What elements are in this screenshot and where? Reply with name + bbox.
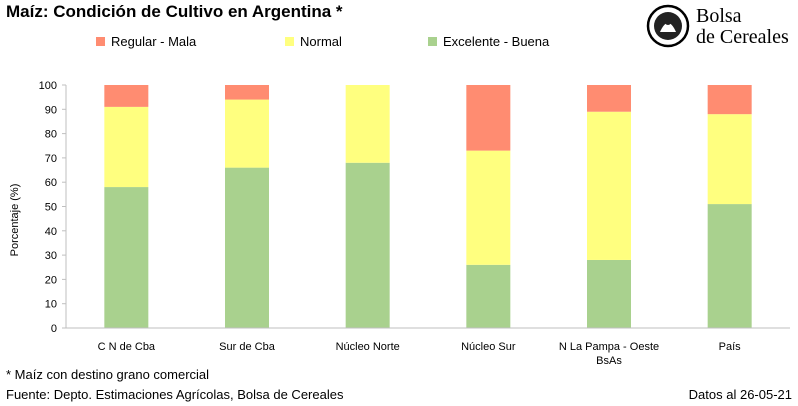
bar-segment-normal xyxy=(587,111,631,260)
legend-label-normal: Normal xyxy=(300,34,342,49)
legend-label-excelente-buena: Excelente - Buena xyxy=(443,34,550,49)
y-tick-label: 90 xyxy=(45,104,57,116)
bar-segment-normal xyxy=(225,99,269,168)
chart-legend: Regular - Mala Normal Excelente - Buena xyxy=(0,34,798,52)
bar-segment-regular-mala xyxy=(707,85,752,115)
bar-segment-excelente-buena xyxy=(707,204,752,328)
y-tick-label: 60 xyxy=(45,177,57,189)
bar-segment-excelente-buena xyxy=(104,187,149,328)
x-category-label: C N de Cba xyxy=(98,341,156,353)
y-tick-label: 30 xyxy=(45,250,57,262)
data-date: Datos al 26-05-21 xyxy=(688,387,792,402)
legend-item-excelente-buena: Excelente - Buena xyxy=(428,34,549,49)
chart-title: Maíz: Condición de Cultivo en Argentina … xyxy=(6,2,343,21)
y-tick-label: 100 xyxy=(39,80,57,92)
bar-segment-excelente-buena xyxy=(466,264,511,328)
x-category-label: Sur de Cba xyxy=(219,341,276,353)
source-note: Fuente: Depto. Estimaciones Agrícolas, B… xyxy=(6,387,344,402)
seal-icon xyxy=(646,4,690,48)
y-tick-label: 10 xyxy=(45,299,57,311)
x-category-label: Núcleo Sur xyxy=(461,341,516,353)
bar-segment-excelente-buena xyxy=(225,167,269,328)
bar-segment-excelente-buena xyxy=(345,162,390,328)
y-tick-label: 20 xyxy=(45,274,57,286)
legend-swatch-regular-mala xyxy=(96,37,105,46)
bolsa-de-cereales-logo: Bolsa de Cereales xyxy=(646,2,796,52)
legend-swatch-excelente-buena xyxy=(428,37,437,46)
x-category-label: País xyxy=(719,341,742,353)
y-tick-label: 70 xyxy=(45,153,57,165)
footnote: * Maíz con destino grano comercial xyxy=(6,367,210,382)
x-category-label: N La Pampa - Oeste BsAs xyxy=(559,341,659,367)
legend-swatch-normal xyxy=(285,37,294,46)
x-category-label: Núcleo Norte xyxy=(336,341,400,353)
legend-label-regular-mala: Regular - Mala xyxy=(111,34,197,49)
bar-segment-regular-mala xyxy=(225,85,269,100)
bar-segment-regular-mala xyxy=(466,85,511,151)
y-tick-label: 50 xyxy=(45,202,57,214)
y-tick-label: 40 xyxy=(45,226,57,238)
legend-item-regular-mala: Regular - Mala xyxy=(96,34,196,49)
y-axis-label: Porcentaje (%) xyxy=(9,184,21,257)
logo-line-2: de Cereales xyxy=(696,26,789,48)
bar-segment-normal xyxy=(707,114,752,205)
bar-segment-excelente-buena xyxy=(587,259,631,328)
bar-segment-normal xyxy=(104,106,149,188)
logo-line-1: Bolsa xyxy=(696,5,742,27)
bar-segment-normal xyxy=(345,85,390,163)
bar-segment-regular-mala xyxy=(104,85,149,107)
y-tick-label: 0 xyxy=(51,323,57,335)
y-tick-label: 80 xyxy=(45,129,57,141)
bar-segment-regular-mala xyxy=(587,85,631,112)
legend-item-normal: Normal xyxy=(285,34,342,49)
bar-segment-normal xyxy=(466,150,511,265)
